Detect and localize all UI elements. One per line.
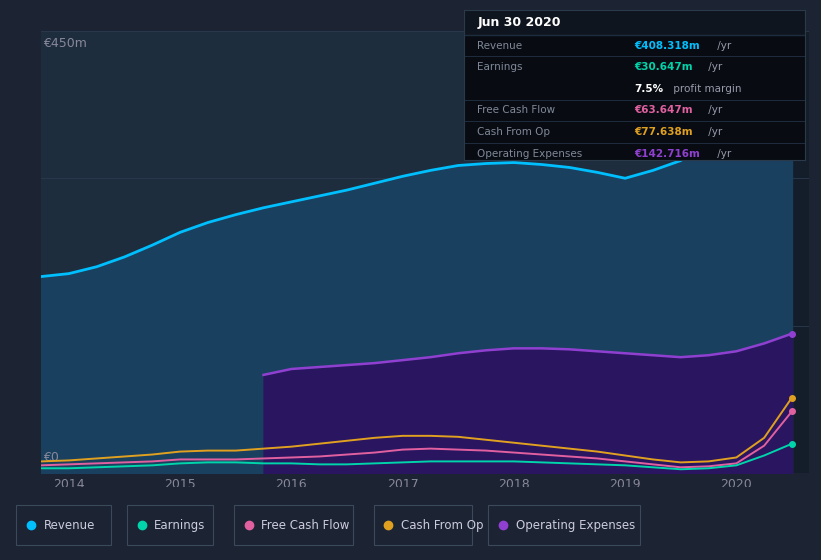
- Text: /yr: /yr: [714, 40, 732, 50]
- Text: Jun 30 2020: Jun 30 2020: [478, 16, 561, 29]
- FancyBboxPatch shape: [464, 10, 805, 35]
- FancyBboxPatch shape: [234, 505, 353, 545]
- Text: Revenue: Revenue: [44, 519, 95, 531]
- Text: Operating Expenses: Operating Expenses: [516, 519, 635, 531]
- Text: Revenue: Revenue: [478, 40, 523, 50]
- Text: €77.638m: €77.638m: [635, 127, 693, 137]
- Text: /yr: /yr: [705, 127, 722, 137]
- Text: profit margin: profit margin: [670, 84, 741, 94]
- FancyBboxPatch shape: [127, 505, 213, 545]
- Text: /yr: /yr: [714, 148, 732, 158]
- FancyBboxPatch shape: [488, 505, 640, 545]
- Text: €408.318m: €408.318m: [635, 40, 700, 50]
- Text: Operating Expenses: Operating Expenses: [478, 148, 583, 158]
- Text: Earnings: Earnings: [478, 62, 523, 72]
- Text: Free Cash Flow: Free Cash Flow: [478, 105, 556, 115]
- Bar: [681, 31, 809, 473]
- Text: Earnings: Earnings: [154, 519, 206, 531]
- Text: €63.647m: €63.647m: [635, 105, 693, 115]
- Text: 7.5%: 7.5%: [635, 84, 663, 94]
- FancyBboxPatch shape: [374, 505, 472, 545]
- Text: €30.647m: €30.647m: [635, 62, 693, 72]
- Text: /yr: /yr: [705, 62, 722, 72]
- Text: Cash From Op: Cash From Op: [401, 519, 483, 531]
- Text: €0: €0: [44, 451, 59, 464]
- Text: €142.716m: €142.716m: [635, 148, 700, 158]
- FancyBboxPatch shape: [16, 505, 111, 545]
- Text: Free Cash Flow: Free Cash Flow: [261, 519, 350, 531]
- Text: /yr: /yr: [705, 105, 722, 115]
- Text: €450m: €450m: [44, 38, 87, 50]
- Text: Cash From Op: Cash From Op: [478, 127, 551, 137]
